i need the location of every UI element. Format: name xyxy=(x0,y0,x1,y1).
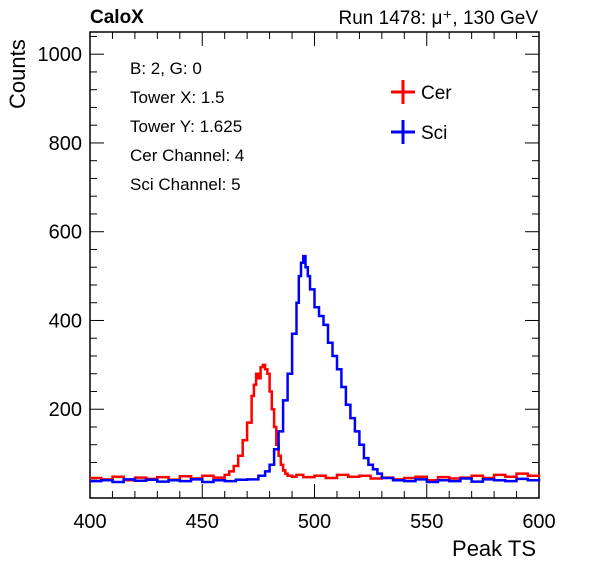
info-tower-x: Tower X: 1.5 xyxy=(130,88,225,107)
x-tick-label: 600 xyxy=(522,511,555,533)
y-tick-label: 800 xyxy=(49,133,82,155)
axis-ticks xyxy=(89,32,540,499)
experiment-label: CaloX xyxy=(90,7,144,28)
x-tick-label: 500 xyxy=(298,511,331,533)
x-tick-label: 400 xyxy=(73,511,106,533)
x-tick-label: 450 xyxy=(186,511,219,533)
tick-labels: 400 450 500 550 600 200 400 600 800 1000 xyxy=(38,44,556,533)
series-sci-line xyxy=(90,254,541,484)
x-axis-label: Peak TS xyxy=(452,536,536,561)
y-axis-label: Counts xyxy=(5,39,30,109)
info-tower-y: Tower Y: 1.625 xyxy=(130,117,243,136)
legend-label: Cer xyxy=(421,83,452,104)
info-box: B: 2, G: 0 Tower X: 1.5 Tower Y: 1.625 C… xyxy=(130,54,244,199)
y-tick-label: 1000 xyxy=(38,44,83,66)
legend: Cer Sci xyxy=(391,80,452,144)
series-cer-line xyxy=(90,363,541,482)
run-label: Run 1478: μ⁺, 130 GeV xyxy=(338,8,539,29)
info-board-gain: B: 2, G: 0 xyxy=(130,59,202,78)
series-group xyxy=(90,254,541,484)
x-tick-label: 550 xyxy=(410,511,443,533)
info-cer-channel: Cer Channel: 4 xyxy=(130,146,245,165)
y-tick-label: 200 xyxy=(49,399,82,421)
y-tick-label: 600 xyxy=(49,222,82,244)
info-sci-channel: Sci Channel: 5 xyxy=(130,175,241,194)
y-tick-label: 400 xyxy=(49,310,82,332)
legend-label: Sci xyxy=(421,123,447,144)
